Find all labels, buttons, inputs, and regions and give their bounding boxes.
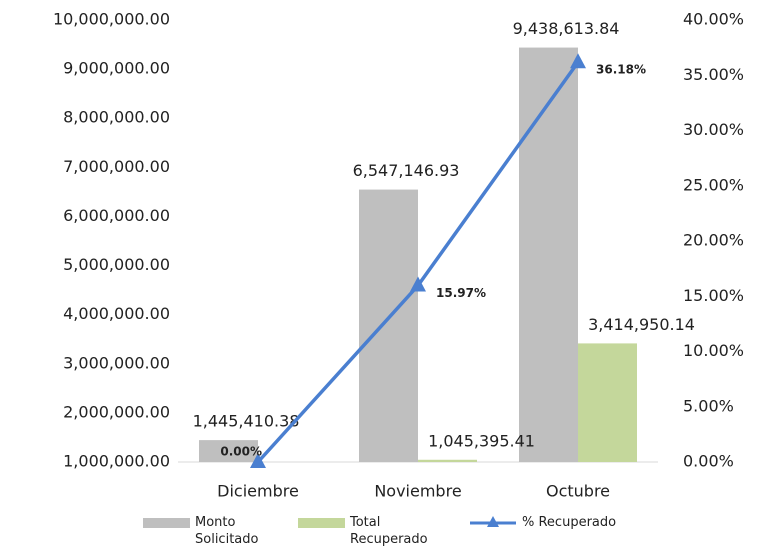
data-label: 6,547,146.93: [353, 161, 460, 180]
y2-tick-label: 35.00%: [683, 65, 744, 84]
y-tick-label: 8,000,000.00: [63, 108, 170, 127]
line-marker: [250, 453, 266, 468]
y2-tick-label: 20.00%: [683, 231, 744, 250]
x-tick-label: Diciembre: [217, 482, 299, 501]
y2-tick-label: 15.00%: [683, 286, 744, 305]
y-tick-label: 7,000,000.00: [63, 157, 170, 176]
y2-tick-label: 25.00%: [683, 175, 744, 194]
data-label: 9,438,613.84: [513, 19, 620, 38]
data-label: 3,414,950.14: [588, 315, 695, 334]
y-tick-label: 6,000,000.00: [63, 206, 170, 225]
legend-label: Total Recuperado: [350, 515, 428, 547]
y-tick-label: 9,000,000.00: [63, 59, 170, 78]
legend-label: % Recuperado: [522, 515, 617, 530]
y-tick-label: 10,000,000.00: [53, 10, 170, 29]
y-tick-label: 3,000,000.00: [63, 353, 170, 372]
y2-tick-label: 5.00%: [683, 396, 734, 415]
y-tick-label: 2,000,000.00: [63, 402, 170, 421]
y2-tick-label: 10.00%: [683, 341, 744, 360]
data-label: 36.18%: [596, 63, 646, 77]
bar: [199, 440, 258, 462]
legend-swatch: [487, 516, 499, 527]
y-tick-label: 1,000,000.00: [63, 452, 170, 471]
bar: [418, 459, 477, 462]
legend-label: Monto Solicitado: [195, 515, 259, 547]
bar: [359, 189, 418, 462]
data-label: 1,445,410.38: [193, 412, 300, 431]
y2-tick-label: 0.00%: [683, 452, 734, 471]
line-marker: [410, 276, 426, 292]
x-tick-label: Noviembre: [374, 482, 461, 501]
x-tick-label: Octubre: [546, 482, 610, 501]
y-tick-label: 5,000,000.00: [63, 255, 170, 274]
bar: [578, 343, 637, 462]
line-marker: [570, 53, 586, 69]
y2-tick-label: 40.00%: [683, 10, 744, 29]
data-label: 1,045,395.41: [428, 431, 535, 450]
data-label: 15.97%: [436, 286, 486, 300]
y-tick-label: 4,000,000.00: [63, 304, 170, 323]
legend-swatch: [298, 518, 345, 528]
bar: [519, 47, 578, 462]
y2-tick-label: 30.00%: [683, 120, 744, 139]
data-label: 0.00%: [220, 445, 262, 459]
legend-swatch: [143, 518, 190, 528]
